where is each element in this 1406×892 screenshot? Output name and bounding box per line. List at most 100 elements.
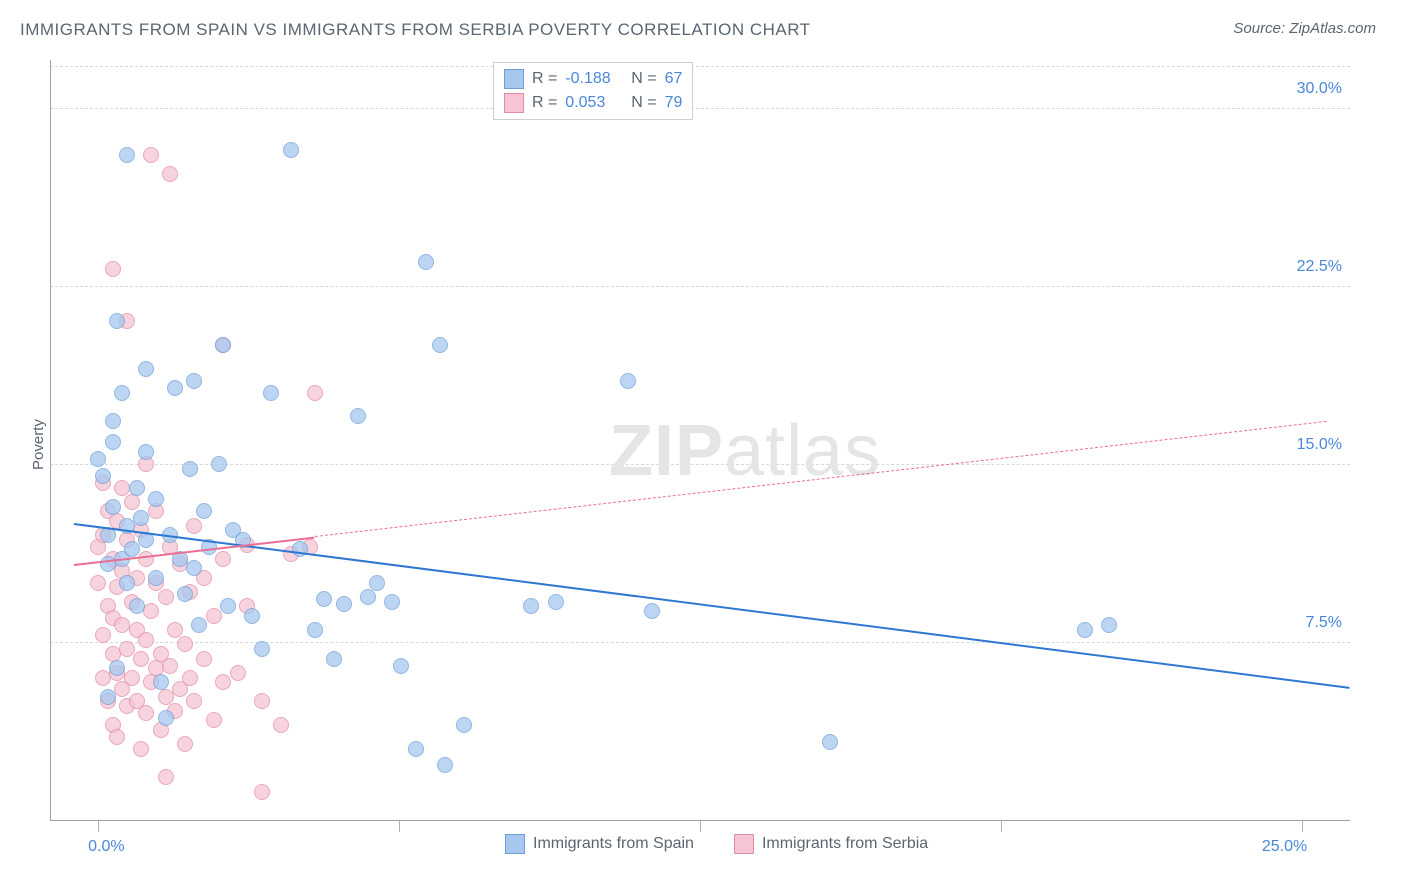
point-spain	[336, 596, 352, 612]
point-serbia	[119, 641, 135, 657]
point-spain	[148, 491, 164, 507]
point-spain	[1077, 622, 1093, 638]
legend-r-value: -0.188	[565, 70, 623, 88]
point-serbia	[158, 689, 174, 705]
legend-swatch	[504, 69, 524, 89]
point-spain	[350, 408, 366, 424]
x-tick	[1001, 820, 1002, 832]
point-serbia	[109, 729, 125, 745]
point-spain	[114, 385, 130, 401]
gridline-horizontal	[50, 286, 1350, 287]
point-spain	[263, 385, 279, 401]
point-spain	[644, 603, 660, 619]
legend-swatch	[734, 834, 754, 854]
point-serbia	[124, 494, 140, 510]
point-serbia	[158, 589, 174, 605]
legend-n-label: N =	[631, 94, 656, 112]
gridline-horizontal	[50, 464, 1350, 465]
point-serbia	[186, 693, 202, 709]
point-serbia	[158, 769, 174, 785]
point-spain	[177, 586, 193, 602]
regression-serbia-dashed	[315, 421, 1326, 537]
y-tick-label: 7.5%	[1282, 614, 1342, 632]
y-axis-label: Poverty	[30, 419, 47, 470]
legend-swatch	[504, 93, 524, 113]
point-serbia	[162, 658, 178, 674]
gridline-horizontal	[50, 108, 1350, 109]
point-spain	[186, 373, 202, 389]
point-spain	[105, 413, 121, 429]
point-spain	[105, 434, 121, 450]
point-spain	[220, 598, 236, 614]
point-spain	[90, 451, 106, 467]
point-spain	[148, 570, 164, 586]
y-tick-label: 30.0%	[1282, 80, 1342, 98]
point-spain	[418, 254, 434, 270]
regression-spain	[74, 523, 1350, 689]
y-axis	[50, 60, 51, 820]
point-serbia	[215, 551, 231, 567]
point-spain	[138, 361, 154, 377]
point-serbia	[230, 665, 246, 681]
watermark: ZIPatlas	[609, 410, 881, 492]
point-serbia	[215, 674, 231, 690]
legend-n-value: 79	[665, 94, 683, 112]
source-prefix: Source:	[1233, 20, 1289, 37]
point-spain	[822, 734, 838, 750]
point-serbia	[95, 627, 111, 643]
point-serbia	[307, 385, 323, 401]
point-serbia	[90, 575, 106, 591]
source-label: Source: ZipAtlas.com	[1233, 20, 1376, 37]
x-tick-label: 0.0%	[88, 838, 124, 856]
point-serbia	[138, 632, 154, 648]
point-serbia	[133, 741, 149, 757]
point-spain	[1101, 617, 1117, 633]
point-spain	[523, 598, 539, 614]
point-spain	[124, 541, 140, 557]
point-serbia	[177, 736, 193, 752]
point-spain	[384, 594, 400, 610]
point-serbia	[138, 705, 154, 721]
point-spain	[437, 757, 453, 773]
point-spain	[182, 461, 198, 477]
point-spain	[316, 591, 332, 607]
legend-item: Immigrants from Serbia	[734, 834, 928, 854]
point-serbia	[186, 518, 202, 534]
point-spain	[620, 373, 636, 389]
point-serbia	[162, 166, 178, 182]
point-spain	[129, 480, 145, 496]
legend-item-label: Immigrants from Spain	[533, 835, 694, 853]
point-spain	[196, 503, 212, 519]
x-tick-label: 25.0%	[1262, 838, 1307, 856]
point-serbia	[206, 712, 222, 728]
point-spain	[129, 598, 145, 614]
point-spain	[408, 741, 424, 757]
point-spain	[133, 510, 149, 526]
point-spain	[254, 641, 270, 657]
point-serbia	[124, 670, 140, 686]
point-spain	[548, 594, 564, 610]
legend-n-label: N =	[631, 70, 656, 88]
point-serbia	[273, 717, 289, 733]
point-spain	[100, 689, 116, 705]
point-spain	[244, 608, 260, 624]
point-serbia	[133, 651, 149, 667]
point-serbia	[143, 147, 159, 163]
point-spain	[393, 658, 409, 674]
gridline-horizontal	[50, 642, 1350, 643]
point-serbia	[254, 784, 270, 800]
point-spain	[158, 710, 174, 726]
scatter-plot: 7.5%15.0%22.5%30.0%0.0%25.0%ZIPatlasR =-…	[50, 60, 1350, 820]
point-spain	[138, 444, 154, 460]
point-spain	[326, 651, 342, 667]
legend-r-label: R =	[532, 94, 557, 112]
legend-item-label: Immigrants from Serbia	[762, 835, 928, 853]
x-tick	[98, 820, 99, 832]
point-spain	[95, 468, 111, 484]
point-spain	[456, 717, 472, 733]
legend-item: Immigrants from Spain	[505, 834, 694, 854]
legend-bottom: Immigrants from Spain Immigrants from Ser…	[505, 834, 928, 854]
point-serbia	[138, 551, 154, 567]
legend-r-label: R =	[532, 70, 557, 88]
x-tick	[1302, 820, 1303, 832]
